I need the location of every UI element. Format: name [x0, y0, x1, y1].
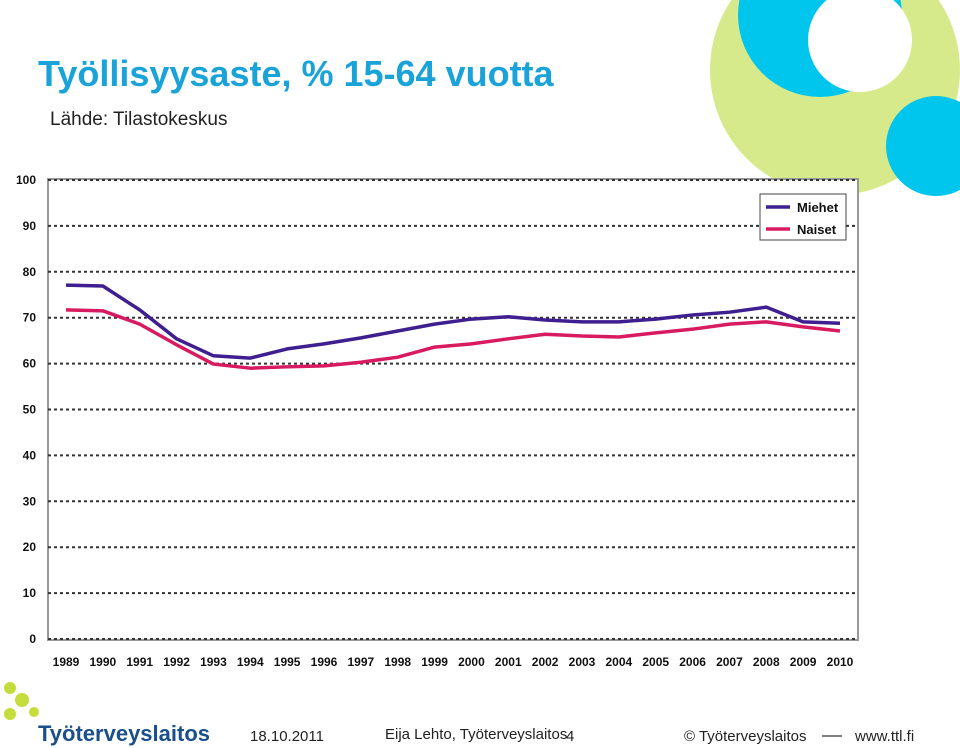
y-tick-label: 80	[23, 265, 37, 279]
x-tick-label: 1997	[348, 655, 375, 669]
x-tick-label: 2000	[458, 655, 485, 669]
y-tick-label: 50	[23, 403, 37, 417]
x-tick-label: 1999	[421, 655, 448, 669]
author: Eija Lehto, Työterveyslaitos	[385, 726, 567, 743]
y-tick-label: 0	[29, 632, 36, 646]
date: 18.10.2011	[250, 728, 324, 745]
subtitle: Lähde: Tilastokeskus	[50, 109, 227, 130]
x-tick-label: 2010	[827, 655, 854, 669]
x-tick-label: 2009	[790, 655, 817, 669]
x-tick-label: 2005	[642, 655, 669, 669]
line	[65, 308, 841, 370]
line	[65, 283, 841, 360]
x-tick-label: 2004	[606, 655, 633, 669]
y-tick-label: 20	[23, 540, 37, 554]
x-tick-label: 1998	[384, 655, 411, 669]
x-tick-label: 2007	[716, 655, 743, 669]
y-tick-label: 30	[23, 494, 37, 508]
url: www.ttl.fi	[854, 728, 914, 745]
page-number: 4	[566, 728, 574, 745]
x-tick-label: 2001	[495, 655, 522, 669]
x-tick-label: 1992	[163, 655, 190, 669]
x-tick-label: 1990	[90, 655, 117, 669]
logo-text: Työterveyslaitos	[38, 721, 210, 746]
plot: 0 10 20 30 40 50 60 70 80 90 100 1989 1990 1991 1992 19…	[16, 173, 858, 669]
logo	[4, 682, 39, 720]
x-tick-label: 1989	[53, 655, 80, 669]
x-tick-label: 2003	[569, 655, 596, 669]
x-tick-label: 1993	[200, 655, 227, 669]
legend-label: Naiset	[797, 222, 837, 237]
y-tick-label: 100	[16, 173, 36, 187]
decoration	[710, 0, 960, 196]
x-tick-label: 1995	[274, 655, 301, 669]
x-tick-label: 1994	[237, 655, 264, 669]
legend-label: Miehet	[797, 200, 839, 215]
x-tick-label: 2002	[532, 655, 559, 669]
y-tick-label: 40	[23, 448, 37, 462]
y-tick-label: 90	[23, 219, 37, 233]
copyright: © Työterveyslaitos	[684, 728, 807, 745]
y-tick-label: 70	[23, 311, 37, 325]
slide-title: Työllisyysaste, % 15-64 vuotta	[38, 53, 555, 94]
y-tick-label: 60	[23, 357, 37, 371]
x-tick-label: 2008	[753, 655, 780, 669]
y-tick-label: 10	[23, 586, 37, 600]
x-tick-label: 2006	[679, 655, 706, 669]
x-tick-label: 1996	[311, 655, 338, 669]
legend-box	[759, 193, 847, 241]
x-tick-label: 1991	[126, 655, 153, 669]
